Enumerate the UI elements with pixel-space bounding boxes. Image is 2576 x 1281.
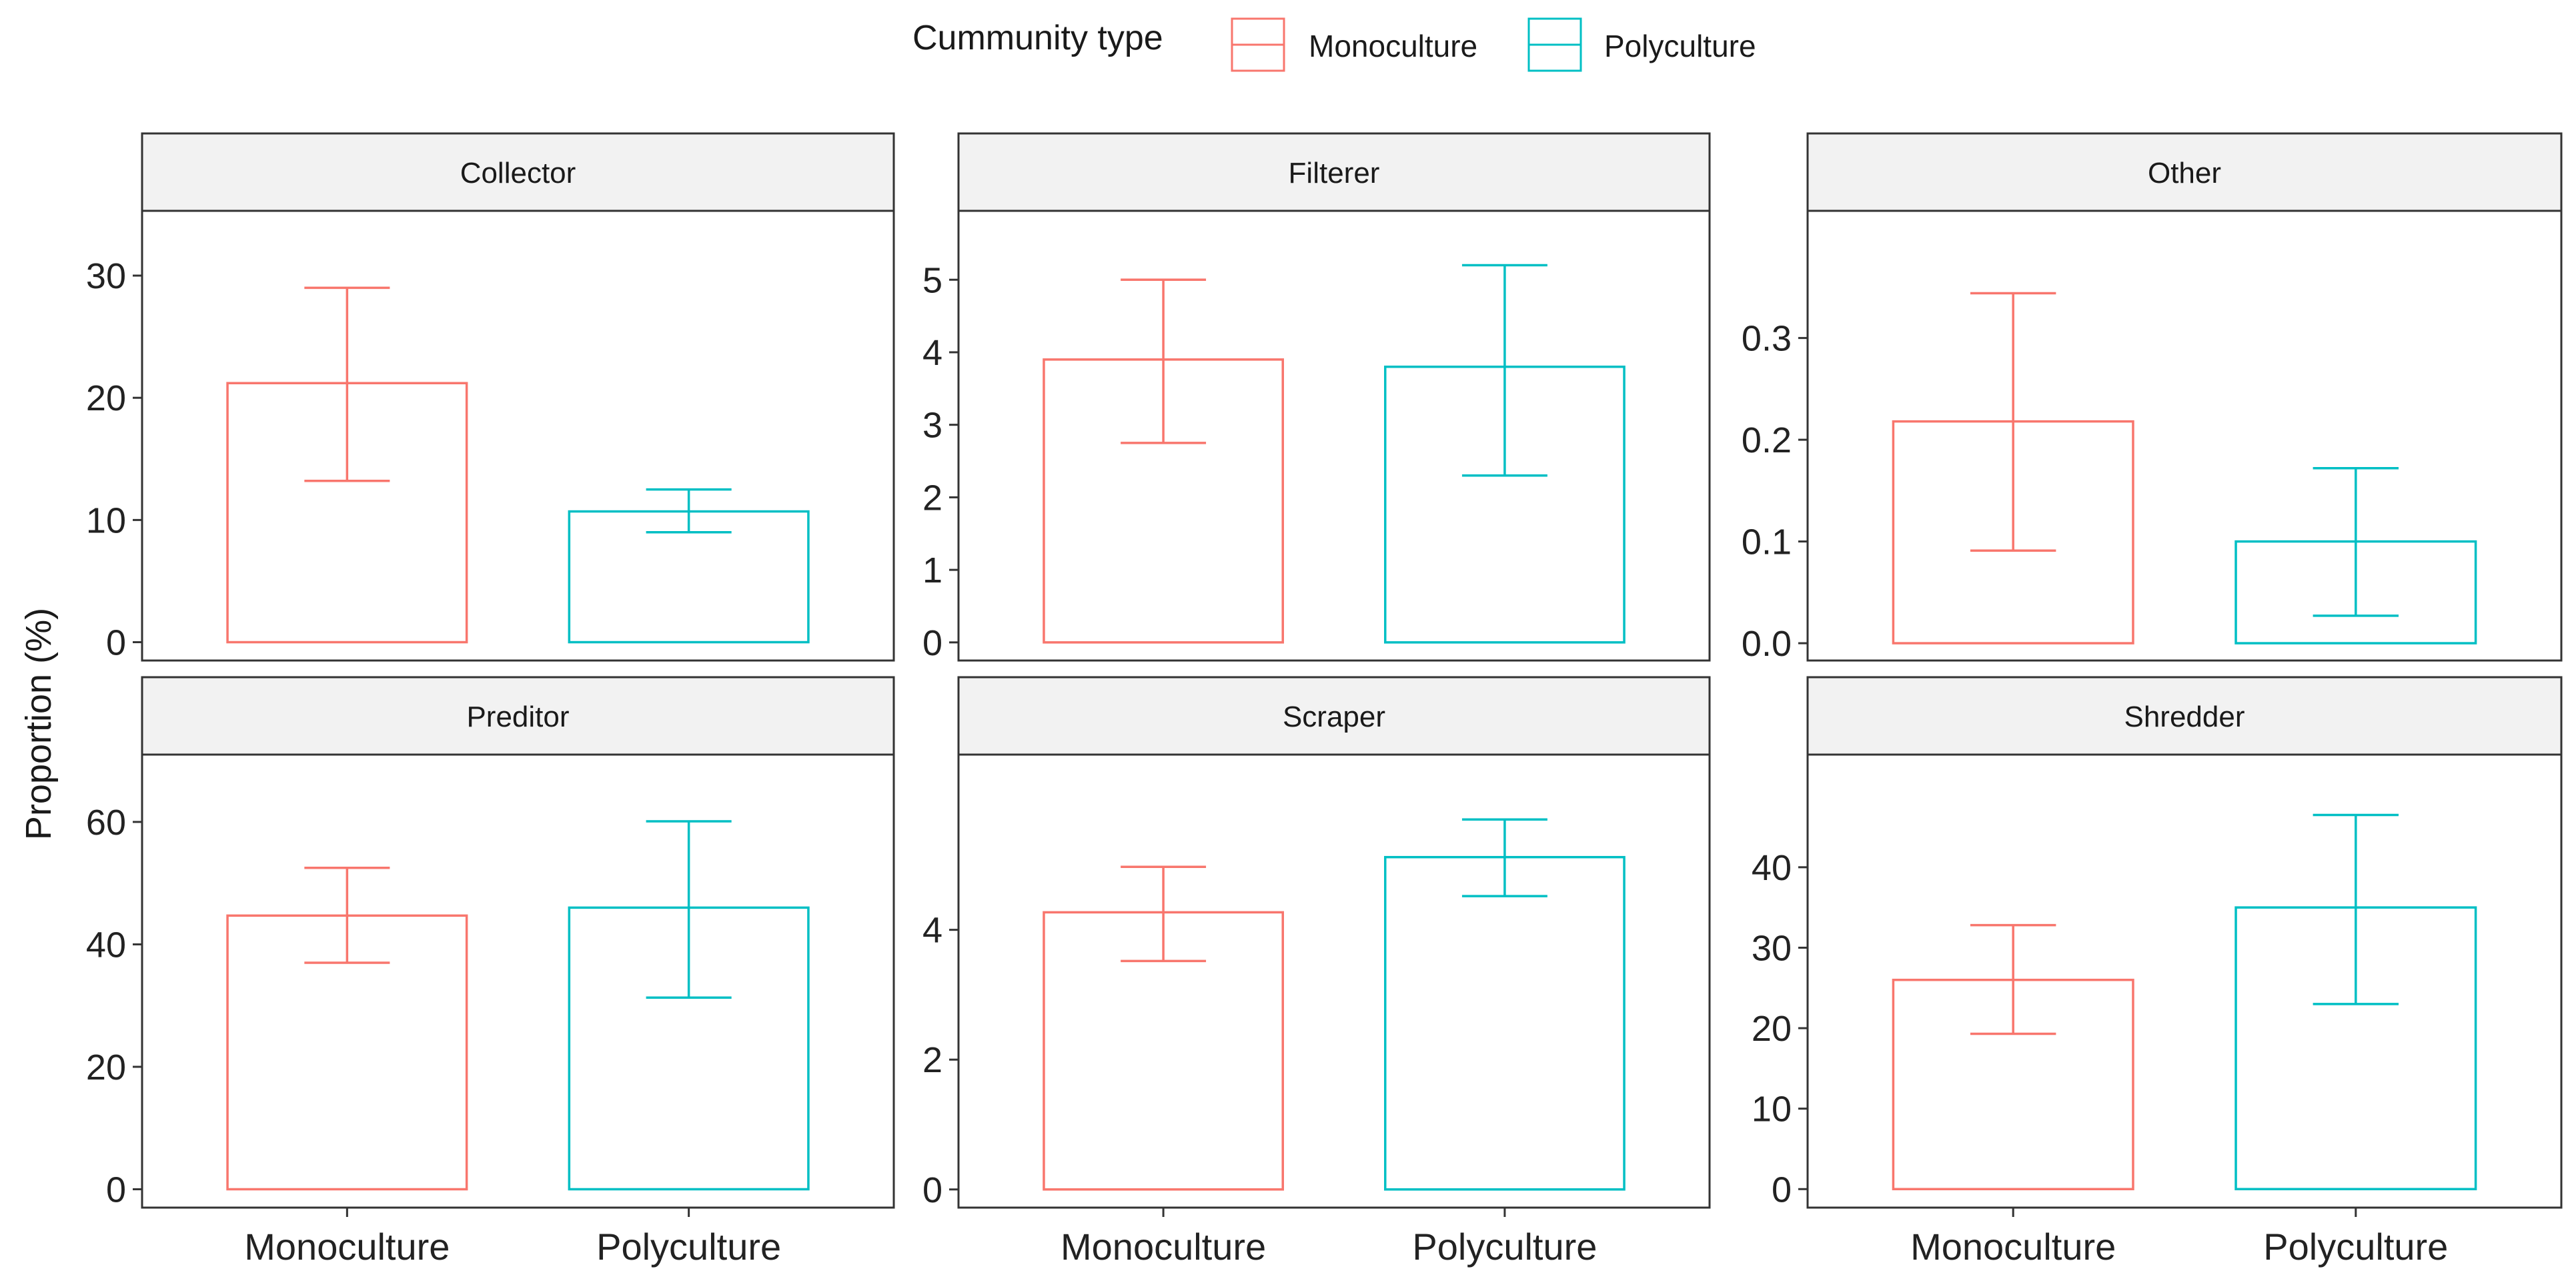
panel-border-preditor xyxy=(141,753,895,1209)
panel-border-filterer xyxy=(957,209,1711,662)
x-tick-label-shredder-polyculture: Polyculture xyxy=(2263,1226,2448,1268)
legend-label-polyculture: Polyculture xyxy=(1604,29,1756,63)
y-tick-label-scraper-1: 2 xyxy=(922,1040,942,1080)
strip-other xyxy=(1806,132,2563,212)
y-tick-label-collector-1: 10 xyxy=(86,500,126,540)
strip-label-other: Other xyxy=(2148,157,2221,189)
y-tick-label-preditor-0: 0 xyxy=(106,1170,126,1210)
strip-label-scraper: Scraper xyxy=(1283,701,1385,733)
y-tick-label-scraper-0: 0 xyxy=(922,1170,942,1210)
facet-filterer: Filterer 0 1 2 3 4 5 xyxy=(922,132,1711,663)
y-tick-label-filterer-2: 2 xyxy=(922,478,942,518)
legend-label-monoculture: Monoculture xyxy=(1309,29,1477,63)
panel-border-other xyxy=(1806,209,2563,662)
x-tick-label-scraper-polyculture: Polyculture xyxy=(1412,1226,1597,1268)
x-tick-label-preditor-monoculture: Monoculture xyxy=(244,1226,450,1268)
y-tick-label-filterer-0: 0 xyxy=(922,623,942,663)
y-tick-label-collector-0: 0 xyxy=(106,623,126,663)
y-tick-label-collector-2: 20 xyxy=(86,378,126,418)
facet-other: Other 0.0 0.1 0.2 0.3 xyxy=(1742,132,2563,664)
y-tick-label-other-3: 0.3 xyxy=(1742,319,1792,359)
panel-bg-preditor xyxy=(142,755,894,1208)
strip-shredder xyxy=(1806,676,2563,756)
y-tick-label-filterer-4: 4 xyxy=(922,333,942,373)
panel-border-collector xyxy=(141,209,895,662)
legend: Cummunity type Monoculture Polyculture xyxy=(912,17,1756,72)
strip-scraper xyxy=(957,676,1711,756)
y-tick-label-collector-3: 30 xyxy=(86,256,126,296)
strip-preditor xyxy=(141,676,895,756)
facet-preditor: Preditor 0 20 40 60 Monoculture Polyculture xyxy=(86,676,895,1268)
facet-scraper: Scraper 0 2 4 Monoculture Polyculture xyxy=(922,676,1711,1268)
y-tick-label-filterer-3: 3 xyxy=(922,406,942,446)
y-tick-label-shredder-0: 0 xyxy=(1772,1170,1792,1210)
panel-bg-filterer xyxy=(958,211,1710,661)
y-tick-label-filterer-5: 5 xyxy=(922,260,942,300)
panel-bg-collector xyxy=(142,211,894,661)
y-tick-label-other-2: 0.2 xyxy=(1742,420,1792,460)
y-axis-title: Proportion (%) xyxy=(19,608,59,840)
strip-label-collector: Collector xyxy=(460,157,576,189)
y-tick-label-shredder-3: 30 xyxy=(1752,928,1792,968)
strip-label-preditor: Preditor xyxy=(466,701,569,733)
y-tick-label-other-1: 0.1 xyxy=(1742,522,1792,562)
panel-border-scraper xyxy=(957,753,1711,1209)
strip-label-filterer: Filterer xyxy=(1289,157,1380,189)
y-tick-label-preditor-2: 40 xyxy=(86,925,126,965)
x-tick-label-shredder-monoculture: Monoculture xyxy=(1910,1226,2116,1268)
facet-shredder: Shredder 0 10 20 30 40 Monoculture Polyculture xyxy=(1752,676,2563,1268)
y-tick-label-shredder-4: 40 xyxy=(1752,848,1792,888)
legend-title: Cummunity type xyxy=(912,19,1163,57)
y-tick-label-shredder-2: 20 xyxy=(1752,1009,1792,1049)
x-tick-label-preditor-polyculture: Polyculture xyxy=(596,1226,781,1268)
strip-label-shredder: Shredder xyxy=(2124,701,2244,733)
y-tick-label-preditor-3: 60 xyxy=(86,803,126,843)
panel-border-shredder xyxy=(1806,753,2563,1209)
y-tick-label-other-0: 0.0 xyxy=(1742,624,1792,664)
y-tick-label-preditor-1: 20 xyxy=(86,1047,126,1088)
y-tick-label-scraper-2: 4 xyxy=(922,911,942,951)
y-tick-label-filterer-1: 1 xyxy=(922,550,942,590)
y-tick-label-shredder-1: 10 xyxy=(1752,1090,1792,1130)
panel-bg-shredder xyxy=(1808,755,2561,1208)
facet-panels: Collector0102030Filterer012345Other0.00.… xyxy=(86,132,2563,1268)
panel-bg-scraper xyxy=(958,755,1710,1208)
x-tick-label-scraper-monoculture: Monoculture xyxy=(1061,1226,1266,1268)
facet-collector: Collector 0 10 20 30 xyxy=(86,132,895,663)
panel-bg-other xyxy=(1808,211,2561,661)
strip-collector xyxy=(141,132,895,212)
strip-filterer xyxy=(957,132,1711,212)
